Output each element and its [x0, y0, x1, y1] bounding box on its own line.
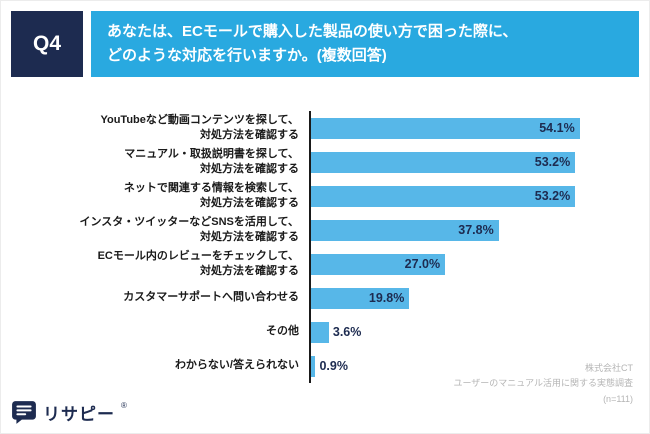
bar-area: 53.2% — [309, 179, 609, 213]
category-label: YouTubeなど動画コンテンツを探して、 対処方法を確認する — [100, 113, 299, 141]
chart-row: ECモール内のレビューをチェックして、 対処方法を確認する 27.0% — [11, 247, 639, 281]
bar-area: 53.2% — [309, 145, 609, 179]
value-label: 54.1% — [539, 121, 575, 135]
bar: 19.8% — [311, 287, 410, 309]
bar: 54.1% — [311, 117, 580, 139]
chart-row: インスタ・ツイッターなどSNSを活用して、 対処方法を確認する 37.8% — [11, 213, 639, 247]
source-line: 株式会社CT — [585, 363, 633, 374]
value-label: 27.0% — [404, 257, 441, 271]
chart-row: カスタマーサポートへ問い合わせる 19.8% — [11, 281, 639, 315]
category-label: マニュアル・取扱説明書を探して、 対処方法を確認する — [124, 147, 299, 175]
chart-row: その他 3.6% — [11, 315, 639, 349]
source-note: 株式会社CT ユーザーのマニュアル活用に関する実態調査 (n=111) — [453, 361, 633, 407]
chart-row: マニュアル・取扱説明書を探して、 対処方法を確認する 53.2% — [11, 145, 639, 179]
source-line: (n=111) — [603, 393, 633, 404]
bar: 27.0% — [311, 253, 446, 275]
bar-area: 0.9% — [309, 349, 609, 383]
bar: 37.8% — [311, 219, 499, 241]
bar-area: 27.0% — [309, 247, 609, 281]
value-label: 53.2% — [534, 155, 571, 169]
category-label: その他 — [266, 325, 299, 338]
bar-area: 19.8% — [309, 281, 609, 315]
bar-area: 54.1% — [309, 111, 609, 145]
value-label: 53.2% — [534, 189, 571, 203]
bar-chart: YouTubeなど動画コンテンツを探して、 対処方法を確認する 54.1% マニュア… — [11, 111, 639, 383]
category-label: ネットで関連する情報を検索して、 対処方法を確認する — [123, 181, 299, 209]
bar — [311, 355, 316, 377]
value-label: 19.8% — [368, 291, 405, 305]
chart-row: わからない/答えられない 0.9% — [11, 349, 639, 383]
speech-bubble-icon — [12, 401, 36, 424]
chart-row: YouTubeなど動画コンテンツを探して、 対処方法を確認する 54.1% — [11, 111, 639, 145]
value-label: 0.9% — [319, 359, 348, 373]
bar-area: 3.6% — [309, 315, 609, 349]
bar: 53.2% — [311, 185, 576, 207]
category-label: カスタマーサポートへ問い合わせる — [123, 291, 299, 304]
question-text: あなたは、ECモールで購入した製品の使い方で困った際に、 どのような対応を行いま… — [91, 11, 639, 77]
chart-rows: YouTubeなど動画コンテンツを探して、 対処方法を確認する 54.1% マニュア… — [11, 111, 639, 383]
resapy-logo: リサピー ® — [11, 399, 127, 425]
value-label: 3.6% — [332, 325, 362, 339]
header: Q4 あなたは、ECモールで購入した製品の使い方で困った際に、 どのような対応を… — [11, 11, 639, 77]
chart-row: ネットで関連する情報を検索して、 対処方法を確認する 53.2% — [11, 179, 639, 213]
bar — [311, 321, 329, 343]
category-label: わからない/答えられない — [174, 359, 299, 372]
value-label: 37.8% — [458, 223, 494, 237]
category-label: インスタ・ツイッターなどSNSを活用して、 対処方法を確認する — [79, 215, 299, 243]
logo-text: リサピー — [43, 404, 115, 424]
question-number-badge: Q4 — [11, 11, 83, 77]
source-line: ユーザーのマニュアル活用に関する実態調査 — [453, 378, 633, 389]
bar: 53.2% — [311, 151, 576, 173]
category-label: ECモール内のレビューをチェックして、 対処方法を確認する — [97, 249, 299, 277]
bar-area: 37.8% — [309, 213, 609, 247]
registered-mark: ® — [121, 401, 127, 410]
